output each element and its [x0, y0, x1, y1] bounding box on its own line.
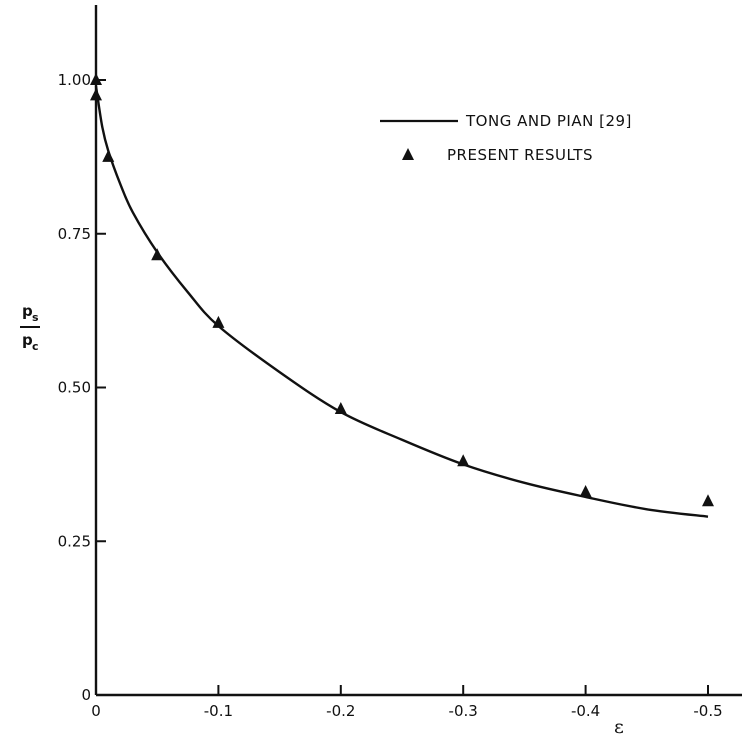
y-tick-label: 1.00	[58, 71, 91, 89]
x-tick-label: -0.4	[571, 702, 600, 720]
x-tick-label: 0	[91, 702, 101, 720]
data-point-triangle	[102, 149, 115, 162]
y-label-denominator: p	[22, 331, 33, 349]
data-point-triangle	[90, 73, 102, 85]
y-tick-label: 0.50	[58, 379, 91, 397]
axes	[94, 5, 742, 697]
y-tick-label: 0.25	[58, 532, 91, 550]
y-axis-label: p s p c	[20, 302, 40, 353]
legend-label-line: TONG AND PIAN [29]	[465, 112, 632, 130]
data-point-triangle	[151, 248, 164, 261]
series-line-group	[94, 85, 709, 518]
ticks: 0 -0.1 -0.2 -0.3 -0.4 -0.5 0 0.25 0.50 0.75 1.00	[58, 71, 723, 720]
data-point-triangle	[579, 485, 592, 498]
legend: TONG AND PIAN [29] PRESENT RESULTS	[380, 112, 632, 164]
data-point-triangle	[90, 88, 102, 101]
x-tick-label: -0.1	[204, 702, 233, 720]
x-tick-label: -0.5	[693, 702, 722, 720]
legend-label-markers: PRESENT RESULTS	[447, 146, 593, 164]
series-curve-tong-and-pian	[94, 85, 709, 518]
y-label-denominator-sub: c	[32, 340, 39, 353]
data-point-triangle	[457, 454, 470, 467]
x-tick-label: -0.3	[449, 702, 478, 720]
data-point-triangle	[212, 315, 225, 328]
series-marker-group	[90, 73, 714, 507]
y-label-numerator: p	[22, 302, 33, 320]
x-tick-label: -0.2	[326, 702, 355, 720]
data-point-triangle	[702, 494, 714, 507]
y-label-numerator-sub: s	[32, 311, 39, 324]
data-point-triangle	[334, 402, 347, 415]
x-axis-label: ε	[614, 716, 624, 738]
legend-marker-sample	[402, 148, 414, 160]
y-tick-label: 0	[81, 686, 91, 704]
y-tick-label: 0.75	[58, 225, 91, 243]
